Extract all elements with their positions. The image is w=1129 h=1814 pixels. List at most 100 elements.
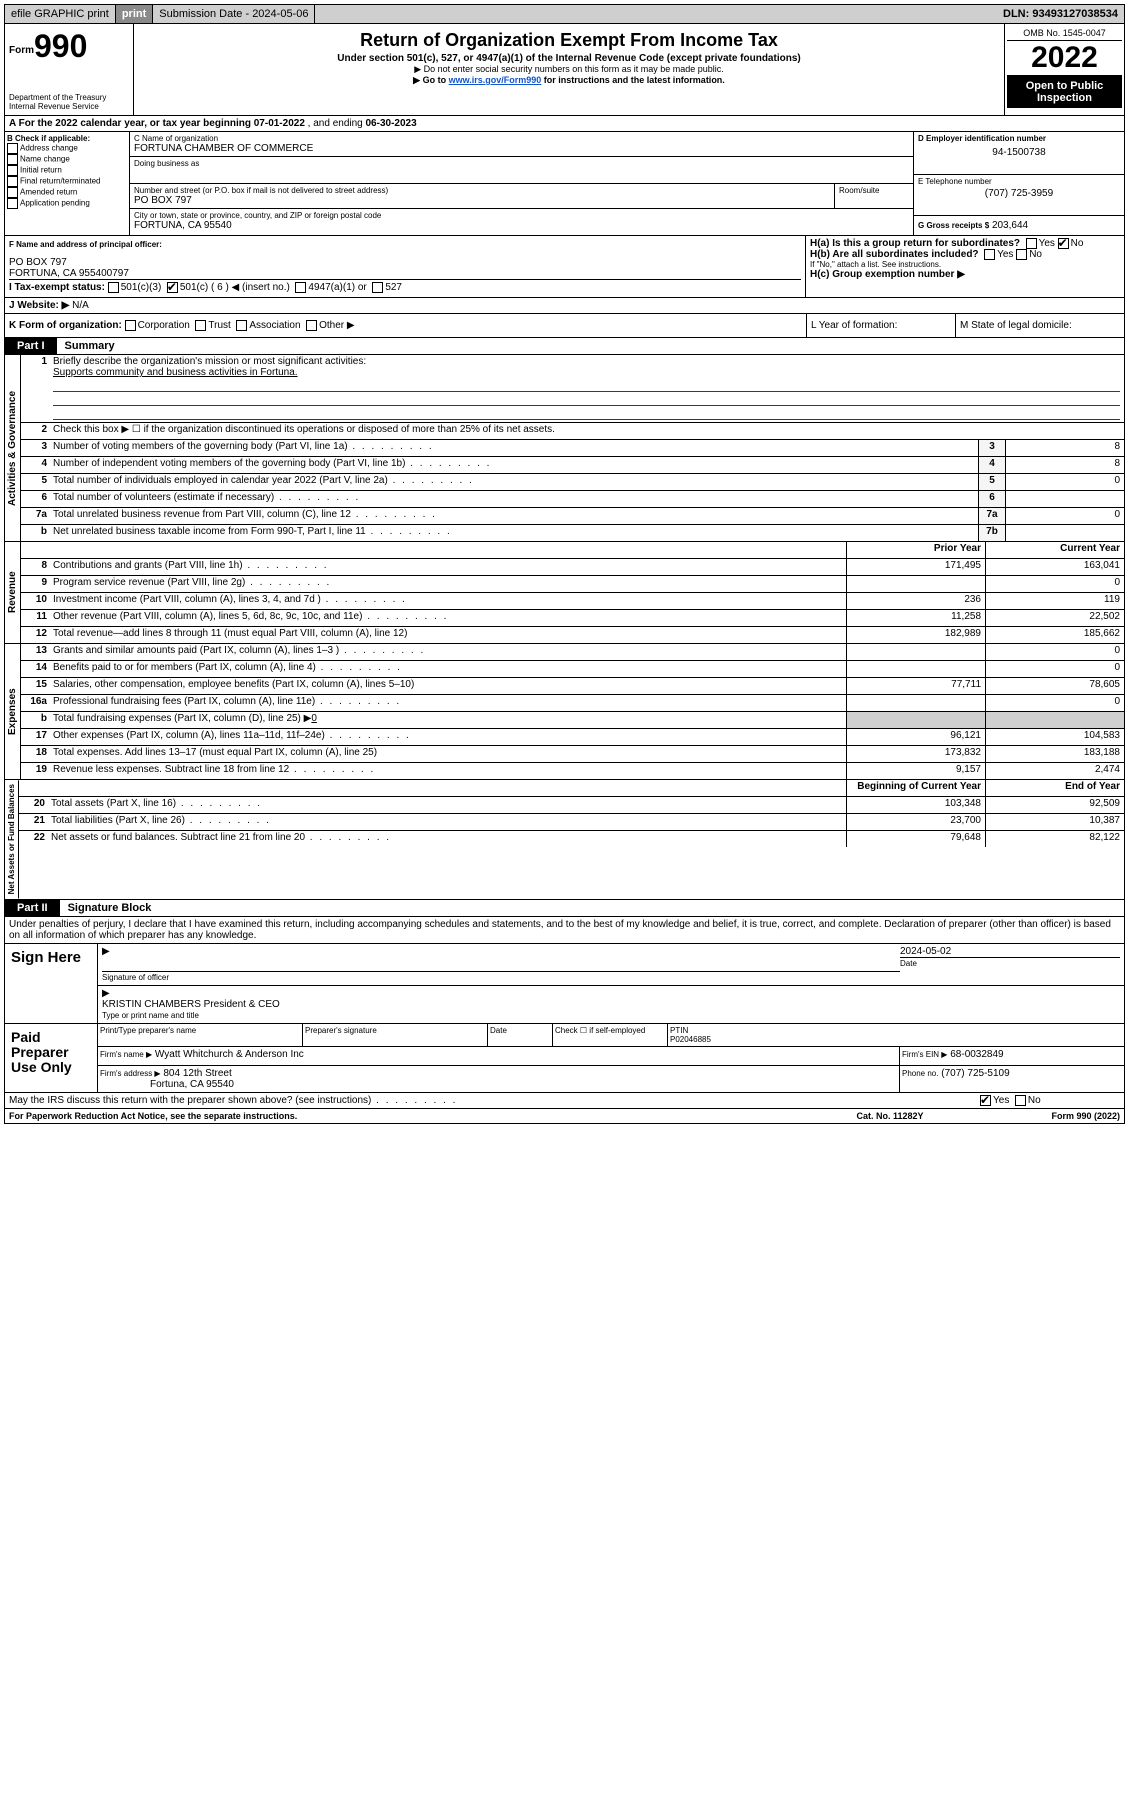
sign-here-label: Sign Here: [5, 944, 98, 1023]
name-change-checkbox[interactable]: [7, 154, 18, 165]
period-row: A For the 2022 calendar year, or tax yea…: [4, 116, 1125, 132]
form990-link[interactable]: www.irs.gov/Form990: [449, 75, 542, 85]
street-label: Number and street (or P.O. box if mail i…: [134, 186, 830, 195]
subtitle-2: ▶ Do not enter social security numbers o…: [138, 64, 1000, 75]
501c3-checkbox[interactable]: [108, 282, 119, 293]
tax-year: 2022: [1007, 41, 1122, 76]
section-expenses: Expenses 13Grants and similar amounts pa…: [4, 644, 1125, 780]
501c-checkbox[interactable]: [167, 282, 178, 293]
submission-date: Submission Date - 2024-05-06: [153, 5, 315, 23]
vlabel-revenue: Revenue: [5, 542, 21, 643]
discuss-row: May the IRS discuss this return with the…: [4, 1093, 1125, 1109]
section-net-assets: Net Assets or Fund Balances Beginning of…: [4, 780, 1125, 899]
efile-label: efile GRAPHIC print: [5, 5, 116, 23]
4947-checkbox[interactable]: [295, 282, 306, 293]
subtitle-1: Under section 501(c), 527, or 4947(a)(1)…: [138, 53, 1000, 64]
form-number: Form990: [9, 28, 129, 65]
box-e-label: E Telephone number: [918, 177, 1120, 186]
v4: 8: [1005, 457, 1124, 473]
paid-preparer-label: Paid Preparer Use Only: [5, 1024, 98, 1092]
box-g-label: G Gross receipts $: [918, 221, 989, 230]
hdr-prior: Prior Year: [846, 542, 985, 558]
vlabel-net: Net Assets or Fund Balances: [5, 780, 19, 898]
other-checkbox[interactable]: [306, 320, 317, 331]
dba-label: Doing business as: [134, 159, 909, 168]
form-header: Form990 Department of the Treasury Inter…: [4, 24, 1125, 116]
phone: (707) 725-3959: [918, 186, 1120, 199]
officer-line1: PO BOX 797: [9, 257, 801, 268]
box-d-label: D Employer identification number: [918, 134, 1120, 143]
box-i: I Tax-exempt status: 501(c)(3) 501(c) ( …: [9, 280, 801, 293]
box-c-label: C Name of organization: [134, 134, 909, 143]
firm-addr1: 804 12th Street: [163, 1068, 231, 1079]
section-revenue: Revenue Prior Year Current Year 8Contrib…: [4, 542, 1125, 644]
trust-checkbox[interactable]: [195, 320, 206, 331]
assoc-checkbox[interactable]: [236, 320, 247, 331]
hdr-end: End of Year: [985, 780, 1124, 796]
box-l: L Year of formation:: [807, 314, 956, 337]
amended-checkbox[interactable]: [7, 187, 18, 198]
officer-name: KRISTIN CHAMBERS President & CEO: [102, 999, 1120, 1010]
firm-ein: 68-0032849: [950, 1049, 1003, 1060]
print-button[interactable]: print: [116, 5, 153, 23]
addr-change-checkbox[interactable]: [7, 143, 18, 154]
hdr-begin: Beginning of Current Year: [846, 780, 985, 796]
section-activities: Activities & Governance 1 Briefly descri…: [4, 355, 1125, 542]
v5: 0: [1005, 474, 1124, 490]
box-b-title: B Check if applicable:: [7, 134, 127, 143]
top-bar: efile GRAPHIC print print Submission Dat…: [4, 4, 1125, 24]
sign-block: Sign Here Signature of officer 2024-05-0…: [4, 944, 1125, 1024]
dept-treasury: Department of the Treasury: [9, 93, 129, 102]
corp-checkbox[interactable]: [125, 320, 136, 331]
part1-header: Part I Summary: [4, 338, 1125, 355]
box-j: J Website: ▶ N/A: [4, 298, 1125, 314]
gross-receipts: 203,644: [992, 220, 1028, 231]
ha-no-checkbox[interactable]: [1058, 238, 1069, 249]
org-name: FORTUNA CHAMBER OF COMMERCE: [134, 143, 909, 154]
omb-number: OMB No. 1545-0047: [1007, 26, 1122, 41]
room-suite-label: Room/suite: [835, 184, 913, 208]
527-checkbox[interactable]: [372, 282, 383, 293]
entity-block: B Check if applicable: Address change Na…: [4, 132, 1125, 236]
ptin: P02046885: [670, 1035, 711, 1044]
discuss-no-checkbox[interactable]: [1015, 1095, 1026, 1106]
date-label: Date: [900, 959, 917, 968]
mission-text: Supports community and business activiti…: [53, 367, 298, 378]
v7a: 0: [1005, 508, 1124, 524]
sig-officer-label: Signature of officer: [102, 973, 169, 982]
firm-name: Wyatt Whitchurch & Anderson Inc: [155, 1049, 304, 1060]
paid-preparer-block: Paid Preparer Use Only Print/Type prepar…: [4, 1024, 1125, 1093]
box-f-label: F Name and address of principal officer:: [9, 240, 801, 249]
subtitle-3: ▶ Go to www.irs.gov/Form990 for instruct…: [138, 75, 1000, 86]
declaration: Under penalties of perjury, I declare th…: [4, 917, 1125, 944]
officer-line2: FORTUNA, CA 955400797: [9, 268, 801, 279]
klm-row: K Form of organization: Corporation Trus…: [4, 314, 1125, 338]
hb-note: If "No," attach a list. See instructions…: [810, 260, 1120, 269]
firm-addr2: Fortuna, CA 95540: [150, 1079, 234, 1090]
city: FORTUNA, CA 95540: [134, 220, 909, 231]
ha-label: H(a) Is this a group return for subordin…: [810, 238, 1120, 249]
form-title: Return of Organization Exempt From Incom…: [138, 30, 1000, 51]
part2-header: Part II Signature Block: [4, 900, 1125, 917]
hc-label: H(c) Group exemption number ▶: [810, 269, 1120, 280]
fh-block: F Name and address of principal officer:…: [4, 236, 1125, 298]
discuss-yes-checkbox[interactable]: [980, 1095, 991, 1106]
initial-return-checkbox[interactable]: [7, 165, 18, 176]
vlabel-activities: Activities & Governance: [5, 355, 21, 541]
box-m: M State of legal domicile:: [956, 314, 1124, 337]
city-label: City or town, state or province, country…: [134, 211, 909, 220]
street: PO BOX 797: [134, 195, 830, 206]
hb-label: H(b) Are all subordinates included? Yes …: [810, 249, 1120, 260]
hb-yes-checkbox[interactable]: [984, 249, 995, 260]
typed-label: Type or print name and title: [102, 1011, 199, 1020]
ha-yes-checkbox[interactable]: [1026, 238, 1037, 249]
firm-phone: (707) 725-5109: [941, 1068, 1009, 1079]
hb-no-checkbox[interactable]: [1016, 249, 1027, 260]
app-pending-checkbox[interactable]: [7, 198, 18, 209]
ein: 94-1500738: [918, 143, 1120, 158]
vlabel-expenses: Expenses: [5, 644, 21, 779]
final-return-checkbox[interactable]: [7, 176, 18, 187]
open-inspection: Open to Public Inspection: [1007, 76, 1122, 108]
dln: DLN: 93493127038534: [997, 5, 1124, 23]
v6: [1005, 491, 1124, 507]
